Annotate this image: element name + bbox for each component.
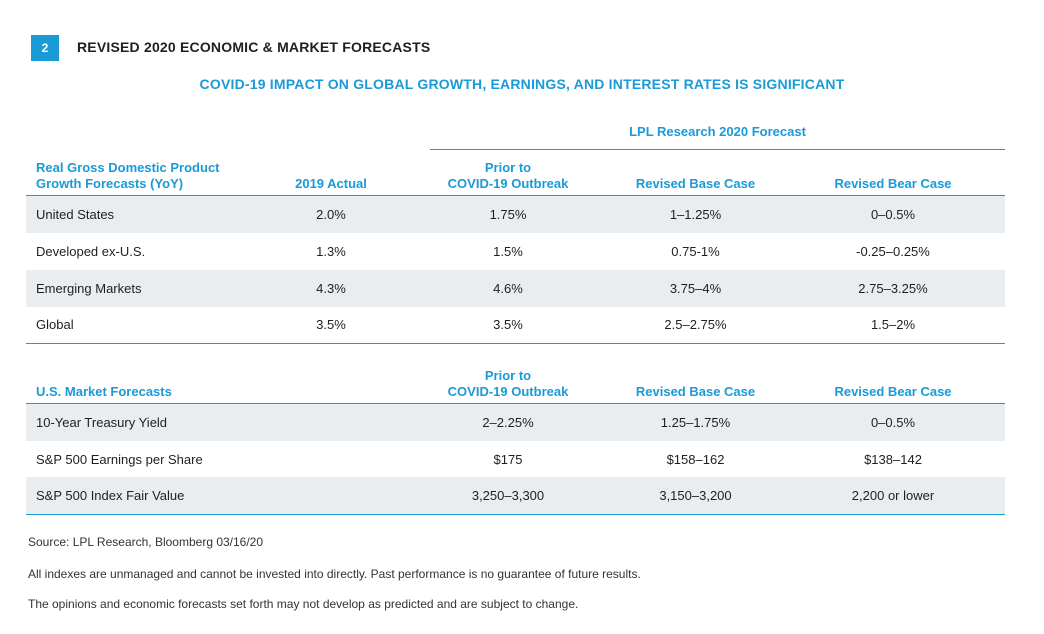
table-row: Emerging Markets 4.3% 4.6% 3.75–4% 2.75–… <box>26 270 1005 307</box>
table-row: 10-Year Treasury Yield 2–2.25% 1.25–1.75… <box>26 404 1005 441</box>
actual-header: 2019 Actual <box>295 176 367 191</box>
prior-cell: $175 <box>493 452 523 467</box>
actual-cell: 2.0% <box>316 207 346 222</box>
prior-cell: 1.5% <box>493 244 523 259</box>
gdp-table-header: Real Gross Domestic Product Growth Forec… <box>26 156 1005 192</box>
bear-case-cell: 0–0.5% <box>870 415 916 430</box>
gdp-bottom-rule <box>26 343 1005 344</box>
table-row: S&P 500 Earnings per Share $175 $158–162… <box>26 441 1005 478</box>
row-label: 10-Year Treasury Yield <box>36 415 168 430</box>
prior-cell: 1.75% <box>489 207 527 222</box>
gdp-label-header-line2: Growth Forecasts (YoY) <box>36 176 184 191</box>
bear-case-cell: -0.25–0.25% <box>856 244 930 259</box>
figure-number-badge: 2 <box>31 35 59 61</box>
market-prior-header-line2: COVID-19 Outbreak <box>447 384 569 399</box>
table-row: United States 2.0% 1.75% 1–1.25% 0–0.5% <box>26 196 1005 233</box>
bear-case-header: Revised Bear Case <box>834 176 952 191</box>
base-case-cell: 1–1.25% <box>669 207 722 222</box>
disclaimer-performance: All indexes are unmanaged and cannot be … <box>28 567 641 581</box>
actual-cell: 1.3% <box>316 244 346 259</box>
base-case-cell: 0.75-1% <box>671 244 720 259</box>
bear-case-cell: 1.5–2% <box>870 317 916 332</box>
row-label: Global <box>36 317 74 332</box>
market-table-header: U.S. Market Forecasts Prior to COVID-19 … <box>26 360 1005 400</box>
gdp-header-rule <box>26 195 1005 196</box>
table-row: Developed ex-U.S. 1.3% 1.5% 0.75-1% -0.2… <box>26 233 1005 270</box>
row-label: United States <box>36 207 115 222</box>
bear-case-cell: 2.75–3.25% <box>858 281 928 296</box>
market-prior-header-line1: Prior to <box>484 368 532 383</box>
figure-title: REVISED 2020 ECONOMIC & MARKET FORECASTS <box>77 39 431 55</box>
actual-cell: 4.3% <box>316 281 346 296</box>
prior-cell: 3,250–3,300 <box>471 488 545 503</box>
base-case-cell: 2.5–2.75% <box>664 317 727 332</box>
market-base-case-header: Revised Base Case <box>635 384 756 399</box>
actual-cell: 3.5% <box>316 317 346 332</box>
gdp-label-header: Real Gross Domestic Product Growth Forec… <box>26 160 256 192</box>
prior-header: Prior to COVID-19 Outbreak <box>406 160 610 192</box>
row-label: Developed ex-U.S. <box>36 244 146 259</box>
bear-case-cell: $138–142 <box>864 452 922 467</box>
row-label: S&P 500 Earnings per Share <box>36 452 203 467</box>
figure-subtitle: COVID-19 IMPACT ON GLOBAL GROWTH, EARNIN… <box>199 76 845 92</box>
base-case-cell: 3.75–4% <box>669 281 722 296</box>
gdp-label-header-line1: Real Gross Domestic Product <box>36 160 220 175</box>
prior-cell: 2–2.25% <box>482 415 534 430</box>
base-case-cell: $158–162 <box>666 452 725 467</box>
market-bear-case-header: Revised Bear Case <box>834 384 952 399</box>
prior-header-line2: COVID-19 Outbreak <box>447 176 569 191</box>
market-header-rule <box>26 403 1005 404</box>
base-case-cell: 1.25–1.75% <box>660 415 731 430</box>
forecast-group-label: LPL Research 2020 Forecast <box>629 124 806 139</box>
base-case-header: Revised Base Case <box>635 176 756 191</box>
market-label-header: U.S. Market Forecasts <box>36 384 172 399</box>
prior-cell: 3.5% <box>493 317 523 332</box>
row-label: Emerging Markets <box>36 281 142 296</box>
bear-case-cell: 0–0.5% <box>870 207 916 222</box>
base-case-cell: 3,150–3,200 <box>659 488 732 503</box>
prior-cell: 4.6% <box>493 281 523 296</box>
bear-case-cell: 2,200 or lower <box>851 488 935 503</box>
table-row: S&P 500 Index Fair Value 3,250–3,300 3,1… <box>26 477 1005 514</box>
source-note: Source: LPL Research, Bloomberg 03/16/20 <box>28 535 264 549</box>
row-label: S&P 500 Index Fair Value <box>36 488 185 503</box>
market-bottom-rule <box>26 514 1005 515</box>
disclaimer-opinions: The opinions and economic forecasts set … <box>28 597 579 611</box>
prior-header-line1: Prior to <box>484 160 532 175</box>
forecast-group-rule <box>430 149 1005 150</box>
table-row: Global 3.5% 3.5% 2.5–2.75% 1.5–2% <box>26 306 1005 343</box>
market-prior-header: Prior to COVID-19 Outbreak <box>406 368 610 400</box>
